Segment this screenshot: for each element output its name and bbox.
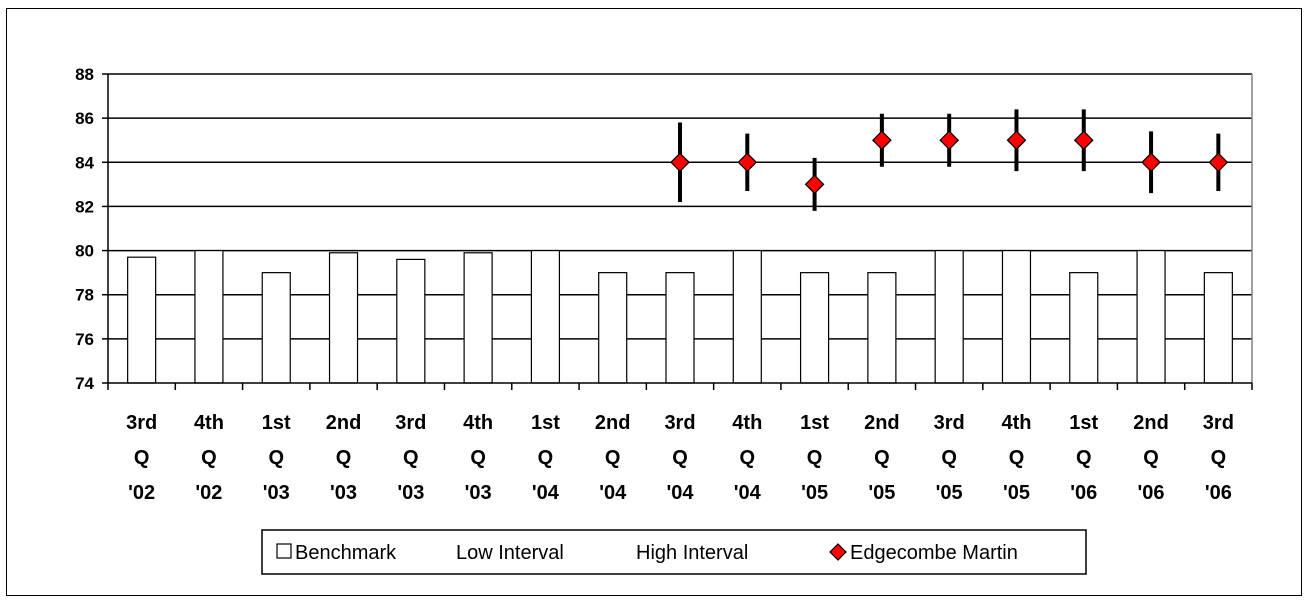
x-tick-label: 3rd bbox=[395, 412, 426, 434]
x-tick-label: 3rd bbox=[664, 412, 695, 434]
x-tick-label: 2nd bbox=[595, 412, 631, 434]
marker-point bbox=[1073, 130, 1094, 151]
y-tick-label: 82 bbox=[75, 197, 94, 216]
x-tick-label: '06 bbox=[1138, 482, 1165, 504]
legend-swatch-box bbox=[276, 543, 292, 559]
bar bbox=[867, 272, 897, 384]
bar bbox=[732, 249, 762, 384]
y-tick-label: 84 bbox=[75, 153, 94, 172]
x-tick-label: '04 bbox=[666, 482, 694, 504]
x-tick-label: '03 bbox=[465, 482, 492, 504]
x-tick-label: Q bbox=[1143, 447, 1159, 469]
bar bbox=[799, 272, 830, 384]
bar bbox=[1001, 249, 1032, 384]
marker-point bbox=[1006, 130, 1027, 151]
marker-point bbox=[1141, 152, 1161, 173]
x-tick-label: Q bbox=[403, 447, 419, 469]
x-tick-label: 1st bbox=[262, 412, 291, 434]
bar bbox=[934, 249, 964, 384]
x-tick-label: '06 bbox=[1205, 482, 1232, 504]
x-tick-label: '06 bbox=[1070, 482, 1097, 504]
x-tick-label: '05 bbox=[1003, 482, 1030, 504]
x-tick-label: '04 bbox=[734, 482, 762, 504]
x-tick-label: '02 bbox=[195, 482, 222, 504]
bar bbox=[1136, 249, 1166, 384]
legend-label: Benchmark bbox=[295, 542, 397, 564]
x-tick-label: Q bbox=[201, 447, 217, 469]
x-tick-label: '04 bbox=[599, 482, 627, 504]
marker-point bbox=[737, 152, 758, 173]
legend-label: Low Interval bbox=[456, 542, 564, 564]
y-tick-label: 74 bbox=[75, 374, 94, 393]
x-tick-label: '05 bbox=[936, 482, 963, 504]
bar bbox=[396, 258, 426, 384]
x-tick-label: 1st bbox=[1069, 412, 1098, 434]
x-tick-label: '05 bbox=[868, 482, 895, 504]
x-tick-label: Q bbox=[1211, 447, 1227, 469]
x-tick-label: Q bbox=[268, 447, 284, 469]
x-tick-label: 3rd bbox=[1203, 412, 1234, 434]
bar bbox=[194, 249, 224, 384]
x-tick-label: Q bbox=[941, 447, 957, 469]
marker-point bbox=[1208, 152, 1229, 173]
bar bbox=[598, 272, 628, 384]
legend-box bbox=[261, 529, 1087, 575]
x-tick-label: 4th bbox=[463, 412, 493, 434]
bar bbox=[530, 249, 561, 384]
x-tick-label: Q bbox=[336, 447, 352, 469]
x-tick-label: Q bbox=[538, 447, 554, 469]
bar bbox=[665, 272, 695, 384]
x-tick-label: Q bbox=[1076, 447, 1092, 469]
marker-point bbox=[804, 174, 825, 195]
marker-point bbox=[670, 152, 690, 173]
y-tick-label: 86 bbox=[75, 109, 94, 128]
x-tick-label: 4th bbox=[1001, 412, 1031, 434]
x-tick-label: '03 bbox=[263, 482, 290, 504]
x-tick-label: 2nd bbox=[326, 412, 362, 434]
x-tick-label: 4th bbox=[732, 412, 762, 434]
x-tick-label: Q bbox=[605, 447, 621, 469]
marker-point bbox=[872, 130, 892, 151]
bar bbox=[1069, 272, 1099, 384]
x-tick-label: Q bbox=[807, 447, 823, 469]
x-tick-label: Q bbox=[874, 447, 890, 469]
x-tick-label: Q bbox=[672, 447, 688, 469]
y-tick-label: 88 bbox=[75, 65, 94, 84]
x-tick-label: '04 bbox=[532, 482, 560, 504]
x-tick-label: Q bbox=[470, 447, 486, 469]
bar bbox=[127, 256, 157, 384]
x-tick-label: Q bbox=[1009, 447, 1025, 469]
x-tick-label: 4th bbox=[194, 412, 224, 434]
legend-label: Edgecombe Martin bbox=[850, 542, 1018, 564]
bar bbox=[1203, 272, 1233, 384]
x-tick-label: 3rd bbox=[126, 412, 157, 434]
x-tick-label: 2nd bbox=[864, 412, 900, 434]
x-tick-label: '03 bbox=[397, 482, 424, 504]
x-tick-label: 3rd bbox=[934, 412, 965, 434]
x-tick-label: 1st bbox=[800, 412, 829, 434]
legend-label: High Interval bbox=[636, 542, 748, 564]
marker-point bbox=[939, 130, 960, 151]
y-tick-label: 80 bbox=[75, 242, 94, 261]
x-tick-label: Q bbox=[134, 447, 150, 469]
x-tick-label: Q bbox=[740, 447, 756, 469]
x-tick-label: '03 bbox=[330, 482, 357, 504]
y-tick-label: 76 bbox=[75, 330, 94, 349]
x-tick-label: '05 bbox=[801, 482, 828, 504]
bar bbox=[261, 272, 291, 384]
legend-swatch-diamond bbox=[829, 543, 847, 561]
x-tick-label: '02 bbox=[128, 482, 155, 504]
bar bbox=[328, 252, 359, 384]
x-tick-label: 2nd bbox=[1133, 412, 1169, 434]
bar bbox=[463, 252, 493, 384]
x-tick-label: 1st bbox=[531, 412, 560, 434]
y-tick-label: 78 bbox=[75, 286, 94, 305]
